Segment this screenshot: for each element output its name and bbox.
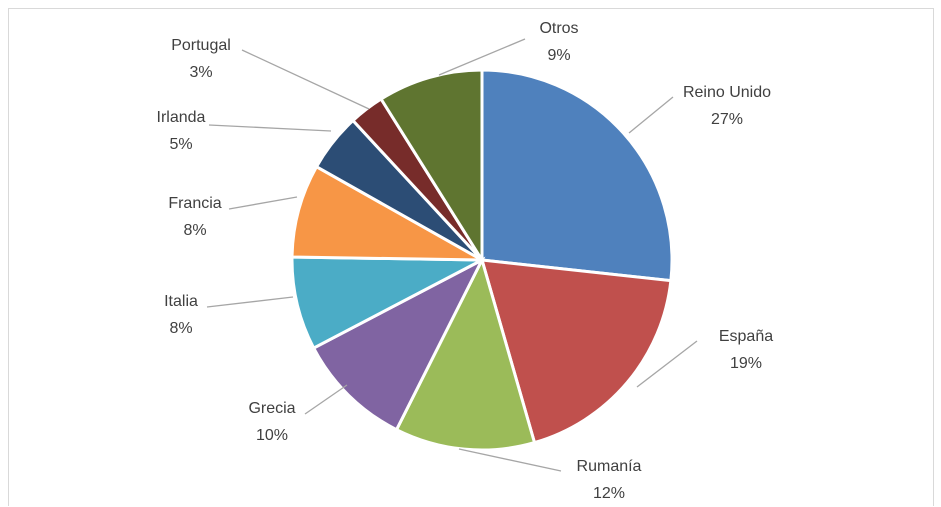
- slice-percent-7: 3%: [189, 64, 212, 81]
- slice-label-8: Otros: [539, 20, 578, 37]
- slice-label-2: Rumanía: [577, 458, 642, 475]
- pie-slices: [290, 68, 674, 452]
- slice-percent-3: 10%: [256, 427, 288, 444]
- slice-percent-5: 8%: [183, 222, 206, 239]
- leader-line-6: [208, 124, 332, 132]
- data-labels: Reino Unido 27% España 19% Rumanía 12% Grecia 1…: [157, 20, 774, 502]
- slice-percent-8: 9%: [547, 47, 570, 64]
- slice-label-3: Grecia: [248, 400, 295, 417]
- leader-line-7: [241, 49, 370, 110]
- slice-percent-6: 5%: [169, 136, 192, 153]
- pie-slice-2: [394, 255, 537, 452]
- slice-label-7: Portugal: [171, 37, 231, 54]
- slice-label-5: Francia: [168, 195, 221, 212]
- slice-percent-4: 8%: [169, 320, 192, 337]
- pie-slice-1: [479, 258, 673, 445]
- leader-line-2: [458, 448, 562, 472]
- slice-label-4: Italia: [164, 293, 198, 310]
- pie-slice-8: [379, 68, 484, 266]
- leader-line-4: [206, 296, 294, 308]
- slice-percent-1: 19%: [730, 355, 762, 372]
- slice-label-0: Reino Unido: [683, 84, 771, 101]
- leader-line-1: [636, 340, 698, 388]
- pie-slice-4: [290, 255, 483, 351]
- leader-line-5: [228, 196, 298, 210]
- pie-slice-5: [290, 164, 483, 262]
- pie-slice-0: [480, 68, 674, 283]
- slice-percent-0: 27%: [711, 111, 743, 128]
- pie-chart: Reino Unido 27% España 19% Rumanía 12% Grecia 1…: [157, 20, 774, 502]
- leader-lines: [206, 38, 698, 472]
- slice-label-6: Irlanda: [157, 109, 206, 126]
- pie-slice-3: [311, 256, 486, 432]
- slice-label-1: España: [719, 328, 773, 345]
- slice-percent-2: 12%: [593, 485, 625, 502]
- leader-line-3: [304, 384, 348, 415]
- chart-area: Reino Unido 27% España 19% Rumanía 12% Grecia 1…: [8, 8, 934, 506]
- leader-line-8: [438, 38, 526, 76]
- leader-line-0: [628, 96, 674, 134]
